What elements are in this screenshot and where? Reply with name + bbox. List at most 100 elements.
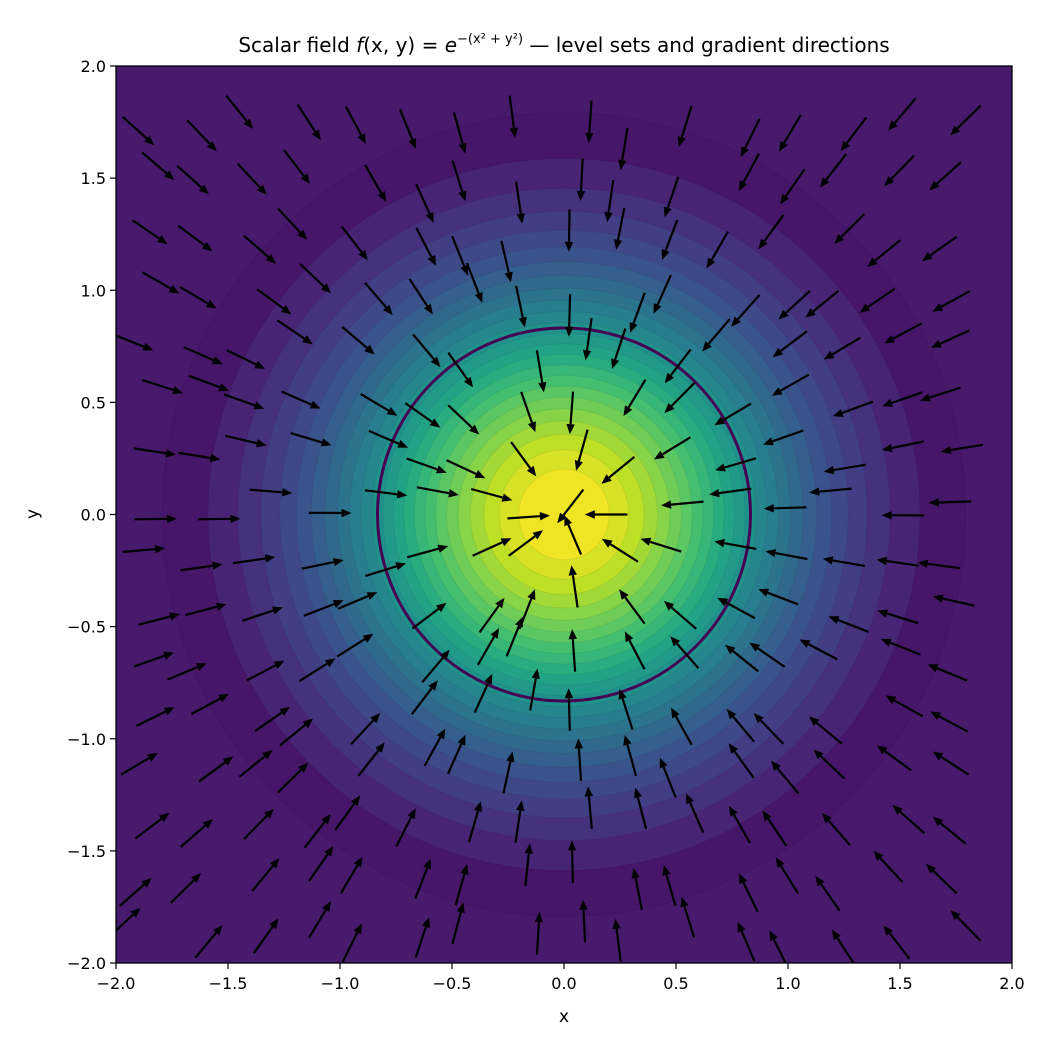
gradient-arrow xyxy=(243,808,274,840)
gradient-arrow xyxy=(179,819,213,848)
gradient-arrow xyxy=(344,105,366,145)
gradient-arrow xyxy=(339,856,363,894)
gradient-arrow xyxy=(337,592,378,610)
y-axis-ticks: −2.0 −1.5 −1.0 −0.5 0.0 0.5 1.0 1.5 2.0 xyxy=(67,57,116,973)
gradient-arrow xyxy=(769,930,787,963)
gradient-arrow xyxy=(451,235,469,276)
gradient-arrow xyxy=(364,164,387,202)
gradient-arrow xyxy=(341,326,375,355)
gradient-arrow xyxy=(662,865,677,907)
gradient-arrow xyxy=(813,749,846,780)
gradient-arrow xyxy=(680,896,696,938)
gradient-arrow xyxy=(360,393,398,416)
gradient-arrow xyxy=(340,225,368,261)
gradient-arrow xyxy=(677,105,693,147)
gradient-arrow xyxy=(368,429,409,448)
gradient-arrow xyxy=(664,382,696,414)
gradient-arrow xyxy=(613,207,626,250)
gradient-arrow xyxy=(882,391,923,407)
gradient-arrow xyxy=(183,346,223,365)
gradient-arrow xyxy=(421,649,450,684)
gradient-arrow xyxy=(753,713,785,745)
gradient-arrow xyxy=(411,680,438,715)
y-tick-label: −1.0 xyxy=(67,730,106,749)
gradient-arrow xyxy=(568,629,577,672)
gradient-arrow xyxy=(451,160,467,202)
gradient-arrow xyxy=(308,508,352,518)
gradient-arrow xyxy=(276,762,309,794)
x-tick-label: −2.0 xyxy=(97,974,136,993)
gradient-arrow xyxy=(281,390,321,409)
gradient-arrow xyxy=(881,440,924,453)
gradient-arrow xyxy=(663,600,697,630)
gradient-arrow xyxy=(664,348,692,384)
gradient-arrow xyxy=(822,813,851,846)
gradient-arrow xyxy=(867,239,901,267)
gradient-arrow xyxy=(141,271,180,294)
gradient-arrow xyxy=(576,158,586,201)
gradient-arrow xyxy=(395,808,416,847)
gradient-arrow xyxy=(779,114,802,152)
gradient-arrows xyxy=(116,95,984,963)
gradient-arrow xyxy=(364,281,393,315)
gradient-arrow xyxy=(778,289,811,320)
gradient-arrow xyxy=(799,639,838,661)
x-tick-label: 1.0 xyxy=(775,974,800,993)
gradient-arrow xyxy=(831,929,855,963)
gradient-arrow xyxy=(412,333,441,367)
gradient-arrow xyxy=(534,912,544,955)
gradient-arrow xyxy=(507,512,550,521)
gradient-arrow xyxy=(604,179,615,223)
gradient-arrow xyxy=(809,487,852,496)
gradient-arrow xyxy=(892,805,926,835)
gradient-arrow xyxy=(414,917,430,959)
gradient-arrow xyxy=(624,631,646,670)
gradient-arrow xyxy=(308,846,334,882)
x-tick-label: −1.0 xyxy=(321,974,360,993)
gradient-arrow xyxy=(739,873,759,913)
gradient-arrow xyxy=(876,745,912,772)
gradient-arrow xyxy=(661,219,679,260)
gradient-arrow xyxy=(416,486,459,498)
y-tick-label: 0.0 xyxy=(81,506,106,525)
gradient-arrow xyxy=(726,709,755,743)
gradient-arrow xyxy=(169,873,202,904)
gradient-arrow xyxy=(840,116,868,152)
gradient-arrow xyxy=(283,149,310,184)
gradient-arrow xyxy=(141,379,183,394)
gradient-arrow xyxy=(709,487,752,498)
gradient-arrow xyxy=(398,108,417,149)
gradient-arrow xyxy=(579,899,588,943)
gradient-arrow xyxy=(765,549,808,561)
gradient-arrow xyxy=(932,594,975,607)
gradient-arrow xyxy=(246,660,285,682)
gradient-arrow xyxy=(514,800,525,843)
gradient-arrow xyxy=(223,393,265,410)
gradient-arrow xyxy=(823,463,866,475)
gradient-arrow xyxy=(880,638,921,656)
gradient-arrow xyxy=(185,602,227,617)
gradient-arrow xyxy=(364,562,406,578)
gradient-arrow xyxy=(706,230,729,269)
gradient-arrow xyxy=(256,288,292,315)
gradient-arrow xyxy=(238,750,273,778)
gradient-arrow xyxy=(585,100,594,144)
gradient-arrow xyxy=(131,219,168,245)
x-tick-label: 0.0 xyxy=(551,974,576,993)
gradient-arrow xyxy=(601,456,636,484)
gradient-arrow xyxy=(500,240,513,283)
gradient-arrow xyxy=(135,707,175,727)
gradient-arrow xyxy=(446,734,466,775)
gradient-arrow xyxy=(279,718,314,747)
x-tick-label: 0.5 xyxy=(663,974,688,993)
gradient-arrow xyxy=(254,706,290,733)
y-tick-label: −1.5 xyxy=(67,842,106,861)
x-tick-label: 1.5 xyxy=(887,974,912,993)
gradient-arrow xyxy=(873,850,904,883)
gradient-arrow xyxy=(180,561,223,572)
gradient-arrow xyxy=(118,877,152,907)
gradient-arrow xyxy=(619,589,646,625)
gradient-arrow xyxy=(654,436,691,460)
gradient-arrow xyxy=(225,95,253,129)
gradient-arrow xyxy=(725,644,759,673)
